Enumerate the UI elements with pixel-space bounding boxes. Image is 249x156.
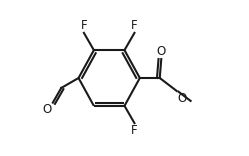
Text: F: F bbox=[131, 19, 138, 32]
Text: O: O bbox=[178, 92, 187, 105]
Text: F: F bbox=[81, 19, 87, 32]
Text: O: O bbox=[43, 103, 52, 116]
Text: O: O bbox=[157, 45, 166, 58]
Text: F: F bbox=[131, 124, 138, 137]
